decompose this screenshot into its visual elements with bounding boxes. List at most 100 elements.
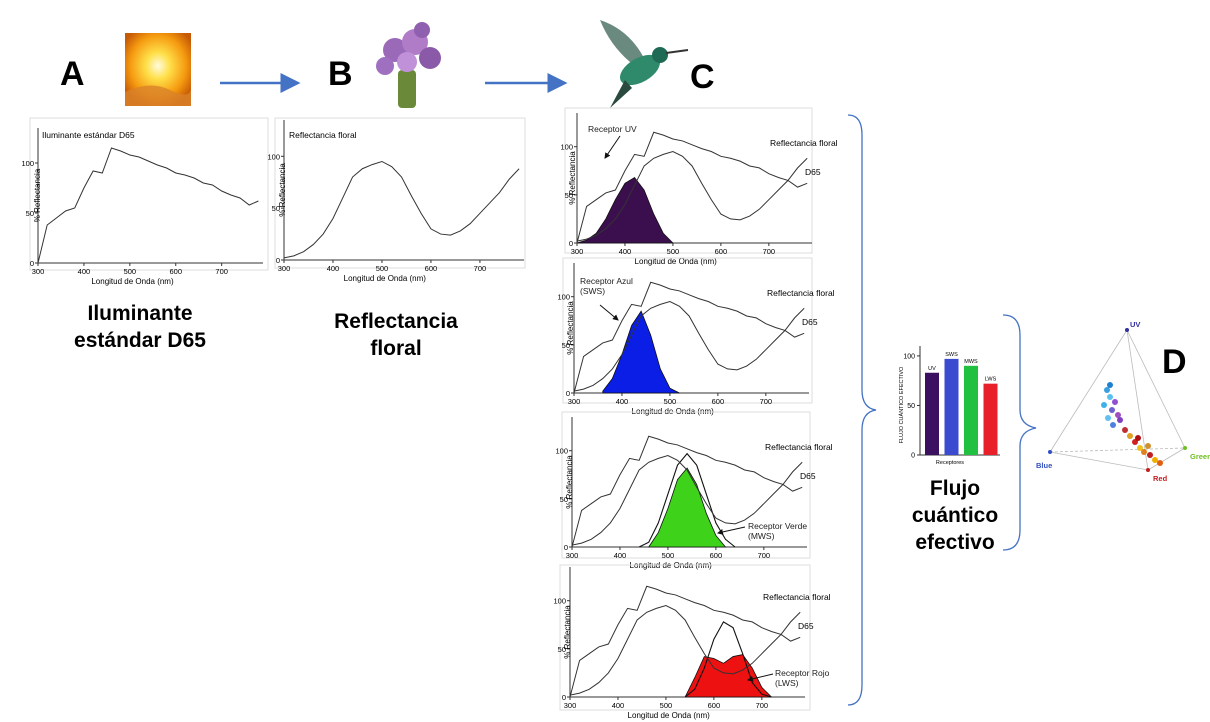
vertex <box>1048 450 1052 454</box>
pointer-arrow <box>747 673 774 682</box>
d65-curve <box>576 131 808 244</box>
chart-title: Reflectancia floral <box>289 130 357 140</box>
y-tick-label: 50 <box>565 191 573 200</box>
chart-title: Iluminante estándar D65 <box>42 130 135 140</box>
tetrahedron <box>1049 329 1186 471</box>
chart-frame <box>274 117 526 269</box>
y-axis-label: % Reflectancia <box>33 168 42 222</box>
x-tick-label: 700 <box>474 264 487 273</box>
x-tick-label: 600 <box>425 264 438 273</box>
floral-curve <box>283 160 520 259</box>
y-tick-label: 100 <box>553 597 566 606</box>
floral-label: Reflectancia floral <box>770 138 838 148</box>
vertex-label: Green <box>1190 452 1210 461</box>
chart-frame <box>564 107 813 254</box>
brace <box>1002 314 1037 551</box>
pointer-arrow <box>717 526 746 535</box>
x-axis-label: Longitud de Onda (nm) <box>344 274 427 283</box>
receptor-label: Receptor UV <box>588 124 637 134</box>
panel-letter: A <box>60 55 85 93</box>
vertex-label: Red <box>1153 474 1168 483</box>
panel-letter: B <box>328 55 353 93</box>
x-tick-label: 500 <box>660 701 673 710</box>
x-tick-label: 300 <box>571 247 584 256</box>
y-tick-label: 100 <box>555 447 568 456</box>
cloud <box>125 85 191 106</box>
caption: Iluminante estándar D65 <box>74 302 206 352</box>
y-tick-label: 100 <box>557 293 570 302</box>
x-axis-label: Longitud de Onda (nm) <box>635 257 718 266</box>
y-tick-label: 0 <box>276 256 280 265</box>
bar <box>925 372 939 455</box>
x-tick-label: 400 <box>616 397 629 406</box>
floral-label: Reflectancia floral <box>767 288 835 298</box>
x-tick-label: 500 <box>667 247 680 256</box>
bar-label: MWS <box>964 359 978 365</box>
y-tick-label: 0 <box>566 389 570 398</box>
floral-curve <box>571 454 803 546</box>
x-tick-label: 300 <box>566 551 579 560</box>
y-tick-label: 50 <box>562 341 570 350</box>
x-tick-label: 300 <box>568 397 581 406</box>
floral-label: Reflectancia floral <box>765 442 833 452</box>
d65-label: D65 <box>805 167 821 177</box>
brace <box>847 114 877 706</box>
y-tick-label: 0 <box>564 543 568 552</box>
x-tick-label: 500 <box>662 551 675 560</box>
y-axis-label: % Reflectancia <box>563 605 572 659</box>
hummingbird-image <box>600 20 689 108</box>
x-tick-label: 400 <box>327 264 340 273</box>
y-tick-label: 100 <box>903 353 915 360</box>
y-axis-label: % Reflectancia <box>568 151 577 205</box>
x-tick-label: 500 <box>664 397 677 406</box>
d65-curve <box>37 147 259 264</box>
x-tick-label: 600 <box>710 551 723 560</box>
receptor-curve <box>684 621 772 698</box>
x-tick-label: 700 <box>215 267 228 276</box>
y-tick-label: 0 <box>562 693 566 702</box>
d65-curve <box>573 281 805 394</box>
vertex-label: UV <box>1130 320 1140 329</box>
panel-letter: C <box>690 58 715 96</box>
receptor-curve <box>576 176 674 244</box>
y-tick-label: 50 <box>26 209 34 218</box>
x-tick-label: 400 <box>614 551 627 560</box>
bar <box>983 383 998 455</box>
vertex-label: Blue <box>1036 461 1052 470</box>
x-axis-label: Receptores <box>936 460 964 466</box>
pointer-arrow <box>599 304 619 321</box>
receptor-curve <box>638 452 736 548</box>
color-points <box>1101 382 1163 466</box>
x-tick-label: 500 <box>124 267 137 276</box>
floral-label: Reflectancia floral <box>763 592 831 602</box>
y-axis-label: FLUJO CUÁNTICO EFECTIVO <box>898 366 905 443</box>
x-tick-label: 600 <box>169 267 182 276</box>
x-tick-label: 400 <box>78 267 91 276</box>
x-tick-label: 700 <box>763 247 776 256</box>
y-tick-label: 100 <box>560 143 573 152</box>
caption: Reflectancia floral <box>334 310 458 360</box>
d65-label: D65 <box>798 621 814 631</box>
chart-frame <box>561 411 811 559</box>
bar <box>944 358 959 455</box>
x-tick-label: 300 <box>564 701 577 710</box>
x-tick-label: 300 <box>32 267 45 276</box>
bar <box>964 365 978 455</box>
x-tick-label: 300 <box>278 264 291 273</box>
receptor-catch <box>647 467 727 548</box>
floral-curve <box>569 604 801 696</box>
receptor-curve <box>602 310 680 394</box>
y-tick-label: 0 <box>911 453 915 460</box>
vertex <box>1125 328 1129 332</box>
panel-letter: D <box>1162 343 1187 381</box>
pointer-arrow <box>604 135 621 159</box>
y-tick-label: 50 <box>558 645 566 654</box>
chart-frame <box>559 564 811 711</box>
x-tick-label: 600 <box>712 397 725 406</box>
receptor-label: Receptor Rojo (LWS) <box>775 668 830 688</box>
vertex <box>1183 446 1187 450</box>
y-tick-label: 50 <box>272 204 280 213</box>
y-axis-label: % Reflectancia <box>566 301 575 355</box>
